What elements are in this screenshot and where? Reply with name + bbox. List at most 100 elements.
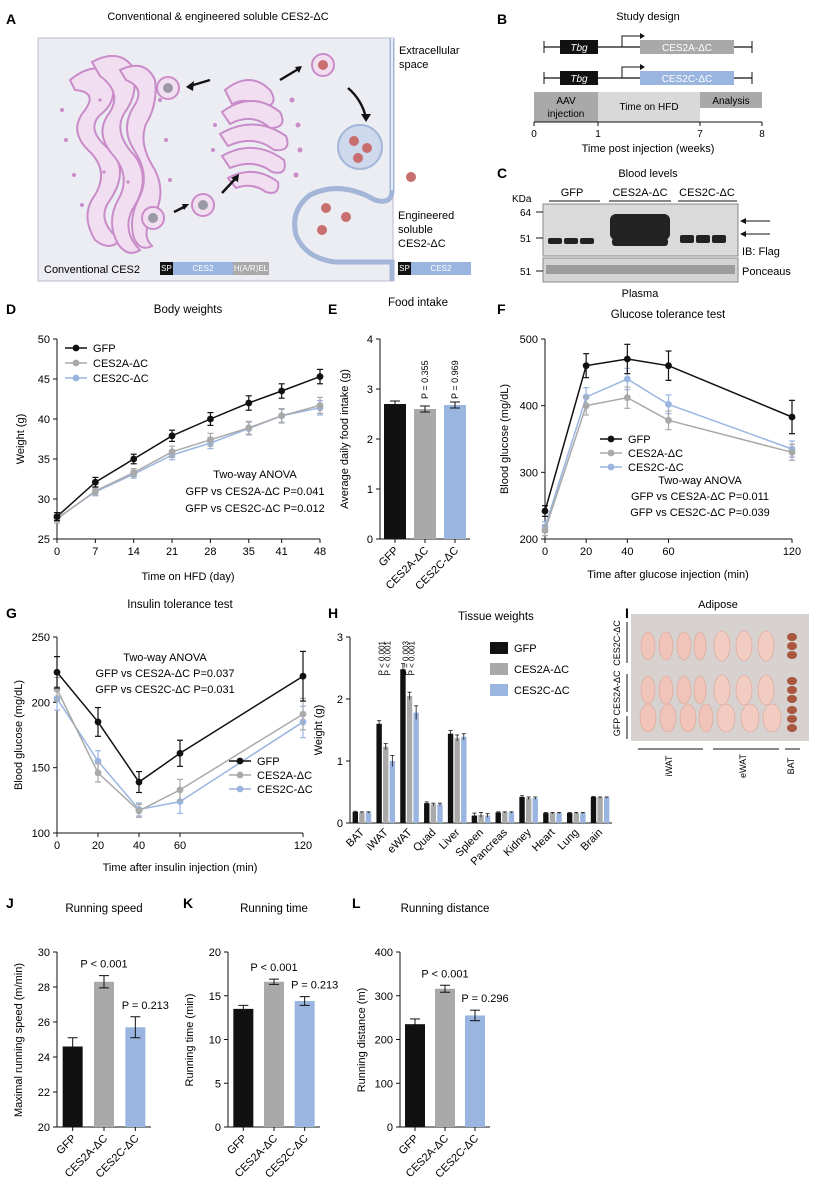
series-line-1 [56,404,321,520]
timeline: AAV injection Time on HFD Analysis 0 1 7… [531,92,765,155]
timeline-xlabel: Time post injection (weeks) [582,143,715,155]
y-tick-label: 250 [32,632,50,644]
p-value: P < 0.001 [408,640,417,675]
p-value: P < 0.001 [384,640,393,675]
data-point [91,478,99,486]
eng-construct-sp-label: SP [399,264,410,273]
stat-annotation: Two-way ANOVA [658,475,742,487]
x-tick-label: 41 [276,546,288,558]
x-tick-label: GFP [54,1133,78,1157]
bar [454,738,460,823]
x-tick-label: Quad [411,827,439,855]
y-tick-label: 400 [520,401,538,413]
row-label-gfp: GFP [612,718,622,737]
series-line-2 [56,407,321,519]
phase-aav: AAV [556,96,576,107]
extracellular-label-1: Extracellular [399,45,460,57]
y-axis-label: Blood glucose (mg/dL) [499,384,511,494]
bar [444,405,466,539]
legend-marker [72,344,80,352]
y-tick-label: 1 [337,756,343,768]
legend-label: CES2C-ΔC [93,373,149,385]
chart-title: Body weights [154,304,223,316]
blot-bands [548,214,726,246]
plasma-membrane [292,38,395,281]
vesicle-middle [191,193,215,217]
bar [125,1027,146,1127]
bar [430,804,437,823]
chart-j: Running speed 20 22 24 26 28 30 Maximal running… [13,903,169,1180]
legend-label: CES2A-ΔC [257,770,312,782]
data-point [278,387,286,395]
group-gfp: GFP [561,187,584,199]
bar [519,796,525,823]
x-tick-label: 120 [294,840,312,852]
panel-letter-k: K [183,895,193,911]
data-point [623,355,631,363]
y-tick-label: 4 [367,334,373,346]
golgi-apparatus [218,79,289,194]
data-point [207,436,214,444]
p-value: P < 0.001 [80,959,127,971]
ponceau-band [546,265,735,274]
data-point [278,412,286,420]
panel-c-title: Blood levels [618,168,678,180]
y-tick-label: 40 [38,414,50,426]
data-point [135,778,143,786]
x-tick-label: 40 [621,546,633,558]
legend-label: CES2C-ΔC [628,462,684,474]
stat-annotation: GFP vs CES2A-ΔC P=0.041 [186,486,325,498]
panel-letter-j: J [6,895,14,911]
y-tick-label: 200 [375,1035,393,1047]
x-tick-label: GFP [225,1133,249,1157]
phase-hfd: Time on HFD [619,102,678,113]
panel-a: A Conventional & engineered soluble CES2… [6,11,471,282]
y-tick-label: 15 [209,991,221,1003]
y-tick-label: 25 [38,534,50,546]
x-tick-label: 120 [783,546,801,558]
x-axis-label: Time after insulin injection (min) [103,862,258,874]
tick-8: 8 [759,129,765,140]
col-label-iwat: iWAT [664,755,674,776]
plasma-label: Plasma [622,288,660,300]
construct-sp-label: SP [161,264,172,273]
legend-label: CES2A-ΔC [628,448,683,460]
bar [405,1024,425,1127]
chart-title: Running time [240,903,308,915]
bar [532,798,538,823]
data-point [582,402,590,410]
y-axis-label: Weight (g) [15,414,27,465]
chart-d: Body weights 25 30 35 40 45 50 Weight (g) Time o… [15,304,326,583]
data-point [582,362,590,370]
bar [566,813,573,823]
x-tick-label: 28 [204,546,216,558]
bar [471,815,478,823]
bar [597,797,603,823]
panel-letter-i: I [625,605,629,621]
panel-letter-g: G [6,605,17,621]
chart-e: Food intake 0 1 2 3 4 Average daily food intak… [339,297,470,592]
data-point [299,710,307,718]
col-label-bat: BAT [786,757,796,774]
bar [603,797,610,823]
data-point [207,415,214,423]
x-tick-label: 48 [314,546,326,558]
ib-flag-label: IB: Flag [742,246,780,258]
series-line-0 [56,375,321,518]
panel-letter-a: A [6,11,16,27]
x-tick-label: 14 [128,546,140,558]
chart-title: Running distance [401,903,490,915]
x-tick-label: 40 [133,840,145,852]
x-tick-label: GFP [377,545,401,569]
stat-annotation: GFP vs CES2C-ΔC P=0.039 [630,507,770,519]
data-point [245,399,253,407]
y-tick-label: 0 [337,818,343,830]
legend-swatch [490,684,508,696]
data-point [130,455,138,463]
y-tick-label: 100 [375,1078,393,1090]
iwat-tissues [639,631,714,733]
y-tick-label: 1 [367,484,373,496]
legend-marker [236,757,244,765]
